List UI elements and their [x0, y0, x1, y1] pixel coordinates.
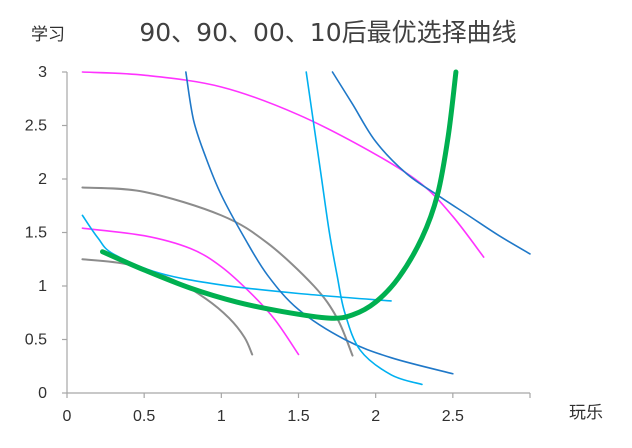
- x-tick-label: 2: [371, 408, 380, 425]
- series-line-2-gray: [81, 186, 354, 357]
- x-ticks: 0 0.5 1 1.5 2 2.5: [63, 393, 531, 425]
- y-axis-label: 学习: [31, 25, 65, 45]
- x-axis-label: 玩乐: [569, 403, 603, 423]
- x-tick-label: 0.5: [133, 408, 155, 425]
- series-group: [81, 69, 531, 386]
- y-tick-label: 1.5: [25, 225, 47, 242]
- series-line-5-cyan: [81, 214, 392, 302]
- chart-title: 90、90、00、10后最优选择曲线: [139, 18, 516, 47]
- y-tick-label: 3: [38, 64, 47, 81]
- series-line-9-green: [100, 69, 459, 321]
- x-tick-label: 1.5: [287, 408, 309, 425]
- y-tick-label: 0.5: [25, 332, 47, 349]
- x-tick-label: 1: [217, 408, 226, 425]
- series-line-1-magenta: [81, 71, 485, 258]
- series-line-8-blue: [331, 71, 531, 255]
- series-line-6-blue: [185, 71, 454, 375]
- series-line-4-gray: [81, 258, 254, 356]
- y-tick-label: 2: [38, 171, 47, 188]
- y-tick-label: 1: [38, 278, 47, 295]
- y-ticks: 0 0.5 1 1.5 2 2.5 3: [25, 64, 67, 402]
- x-tick-label: 2.5: [442, 408, 464, 425]
- y-tick-label: 2.5: [25, 118, 47, 135]
- y-tick-label: 0: [38, 385, 47, 402]
- series-line-7-cyan: [305, 71, 423, 386]
- series-line-3-magenta: [81, 227, 300, 356]
- x-tick-label: 0: [63, 408, 72, 425]
